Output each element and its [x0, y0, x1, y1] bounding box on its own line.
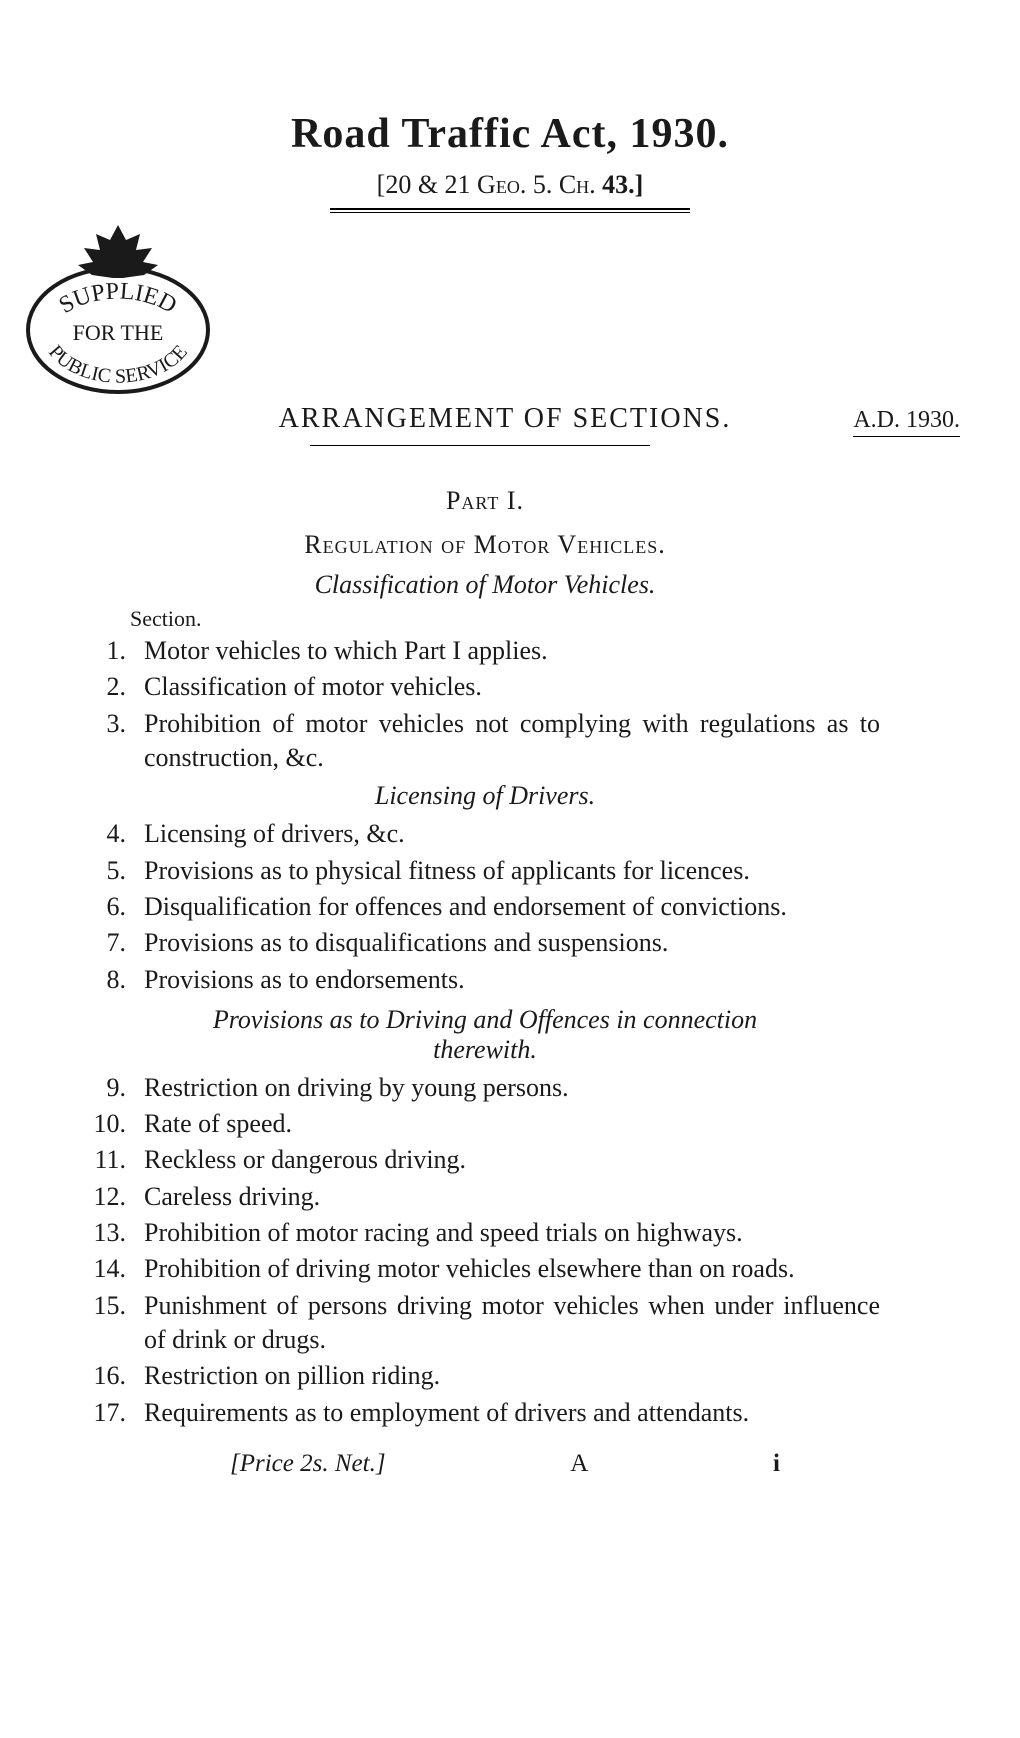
- section-text: Prohibition of motor vehicles not comply…: [144, 707, 880, 776]
- section-item: 1.Motor vehicles to which Part I applies…: [90, 634, 880, 668]
- section-item: 13.Prohibition of motor racing and speed…: [90, 1216, 880, 1250]
- section-text: Motor vehicles to which Part I applies.: [144, 634, 880, 668]
- section-item: 9.Restriction on driving by young person…: [90, 1071, 880, 1105]
- section-number: 13.: [90, 1216, 144, 1250]
- section-text: Rate of speed.: [144, 1107, 880, 1141]
- section-item: 17.Requirements as to employment of driv…: [90, 1396, 880, 1430]
- section-text: Careless driving.: [144, 1180, 880, 1214]
- stamp-mid-text: FOR THE: [73, 320, 164, 345]
- subtitle-geo: Geo.: [477, 170, 526, 199]
- section-item: 16.Restriction on pillion riding.: [90, 1359, 880, 1393]
- section-text: Restriction on pillion riding.: [144, 1359, 880, 1393]
- section-item: 6.Disqualification for offences and endo…: [90, 890, 880, 924]
- sub-heading-1: Classification of Motor Vehicles.: [90, 570, 880, 600]
- footer-page-number: i: [773, 1450, 780, 1478]
- section-number: 10.: [90, 1107, 144, 1141]
- footer-row: [Price 2s. Net.] A i: [230, 1450, 780, 1478]
- section-list-2: 4.Licensing of drivers, &c.5.Provisions …: [90, 817, 880, 997]
- section-text: Provisions as to disqualifications and s…: [144, 926, 880, 960]
- section-label: Section.: [130, 606, 880, 632]
- section-text: Requirements as to employment of drivers…: [144, 1396, 880, 1430]
- section-item: 7.Provisions as to disqualifications and…: [90, 926, 880, 960]
- section-item: 4.Licensing of drivers, &c.: [90, 817, 880, 851]
- section-item: 10.Rate of speed.: [90, 1107, 880, 1141]
- stamp-top-text: SUPPLIED: [55, 278, 181, 318]
- section-text: Restriction on driving by young persons.: [144, 1071, 880, 1105]
- section-text: Reckless or dangerous driving.: [144, 1143, 880, 1177]
- section-text: Provisions as to endorsements.: [144, 963, 880, 997]
- footer-signature: A: [570, 1450, 588, 1478]
- section-item: 5.Provisions as to physical fitness of a…: [90, 854, 880, 888]
- svg-text:SUPPLIED: SUPPLIED: [55, 278, 181, 318]
- arrangement-heading: ARRANGEMENT OF SECTIONS.: [279, 403, 732, 434]
- section-number: 16.: [90, 1359, 144, 1393]
- section-number: 4.: [90, 817, 144, 851]
- year-label: A.D. 1930.: [853, 407, 960, 437]
- subtitle-prefix: [20 & 21: [377, 170, 477, 199]
- content-block: Part I. Regulation of Motor Vehicles. Cl…: [90, 486, 880, 1478]
- section-number: 2.: [90, 670, 144, 704]
- footer-price: [Price 2s. Net.]: [230, 1450, 386, 1478]
- section-list-1: 1.Motor vehicles to which Part I applies…: [90, 634, 880, 775]
- section-text: Disqualification for offences and endors…: [144, 890, 880, 924]
- section-item: 14.Prohibition of driving motor vehicles…: [90, 1252, 880, 1286]
- section-number: 3.: [90, 707, 144, 741]
- section-text: Provisions as to physical fitness of app…: [144, 854, 880, 888]
- section-number: 1.: [90, 634, 144, 668]
- part-label-prefix: Part: [446, 486, 499, 515]
- section-number: 17.: [90, 1396, 144, 1430]
- part-label-num: I.: [499, 486, 524, 515]
- sub-heading-3: Provisions as to Driving and Offences in…: [90, 1005, 880, 1065]
- part-heading-text: Regulation of Motor Vehicles.: [304, 530, 665, 559]
- section-number: 14.: [90, 1252, 144, 1286]
- section-number: 5.: [90, 854, 144, 888]
- title-rule: [330, 208, 690, 213]
- section-item: 8.Provisions as to endorsements.: [90, 963, 880, 997]
- section-item: 15.Punishment of persons driving motor v…: [90, 1289, 880, 1358]
- section-number: 7.: [90, 926, 144, 960]
- section-text: Prohibition of motor racing and speed tr…: [144, 1216, 880, 1250]
- section-number: 6.: [90, 890, 144, 924]
- section-number: 8.: [90, 963, 144, 997]
- part-heading: Regulation of Motor Vehicles.: [90, 530, 880, 560]
- arrangement-rule: [310, 445, 650, 446]
- subtitle-mid: 5.: [526, 170, 559, 199]
- section-text: Licensing of drivers, &c.: [144, 817, 880, 851]
- section-number: 15.: [90, 1289, 144, 1323]
- subtitle-num: 43.]: [596, 170, 644, 199]
- document-subtitle: [20 & 21 Geo. 5. Ch. 43.]: [50, 170, 970, 200]
- subtitle-ch: Ch.: [559, 170, 596, 199]
- section-number: 12.: [90, 1180, 144, 1214]
- section-list-3: 9.Restriction on driving by young person…: [90, 1071, 880, 1430]
- section-number: 11.: [90, 1143, 144, 1177]
- section-item: 12.Careless driving.: [90, 1180, 880, 1214]
- section-text: Prohibition of driving motor vehicles el…: [144, 1252, 880, 1286]
- arrangement-row: ARRANGEMENT OF SECTIONS. A.D. 1930.: [190, 403, 960, 437]
- section-item: 3.Prohibition of motor vehicles not comp…: [90, 707, 880, 776]
- supplied-stamp: SUPPLIED FOR THE PUBLIC SERVICE: [18, 220, 218, 400]
- section-number: 9.: [90, 1071, 144, 1105]
- sub-heading-2: Licensing of Drivers.: [90, 781, 880, 811]
- part-label: Part I.: [90, 486, 880, 516]
- section-text: Classification of motor vehicles.: [144, 670, 880, 704]
- document-title: Road Traffic Act, 1930.: [50, 110, 970, 158]
- section-item: 2.Classification of motor vehicles.: [90, 670, 880, 704]
- section-item: 11.Reckless or dangerous driving.: [90, 1143, 880, 1177]
- section-text: Punishment of persons driving motor vehi…: [144, 1289, 880, 1358]
